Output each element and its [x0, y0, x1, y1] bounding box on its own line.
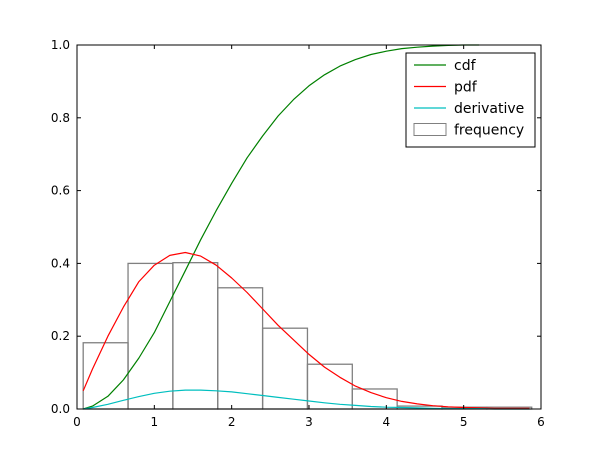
series-line-cdf [83, 44, 480, 410]
legend: cdf pdf derivative frequency [405, 52, 536, 148]
x-tick-label: 0 [73, 415, 81, 429]
series-line-pdf [82, 251, 530, 409]
y-tick-label: 0.2 [51, 329, 70, 343]
legend-swatch-frequency [413, 123, 447, 136]
legend-box [405, 52, 536, 148]
x-tick-label: 5 [460, 415, 468, 429]
x-tick-label: 1 [151, 415, 159, 429]
legend-label-pdf: pdf [454, 80, 478, 96]
x-tick-label: 6 [537, 415, 545, 429]
legend-label-frequency: frequency [454, 123, 524, 139]
x-tick-label: 2 [228, 415, 236, 429]
ticks-layer: 0 1 2 3 4 5 6 0.0 0.2 0.4 0.6 0.8 1.0 [51, 38, 545, 429]
legend-label-derivative: derivative [454, 101, 524, 117]
y-tick-label: 0.4 [51, 256, 70, 270]
y-tick-label: 0.8 [51, 111, 70, 125]
y-tick-label: 1.0 [51, 38, 70, 52]
x-tick-label: 3 [305, 415, 313, 429]
x-tick-label: 4 [383, 415, 391, 429]
y-tick-label: 0.6 [51, 184, 70, 198]
y-tick-label: 0.0 [51, 402, 70, 416]
legend-label-cdf: cdf [454, 58, 477, 74]
